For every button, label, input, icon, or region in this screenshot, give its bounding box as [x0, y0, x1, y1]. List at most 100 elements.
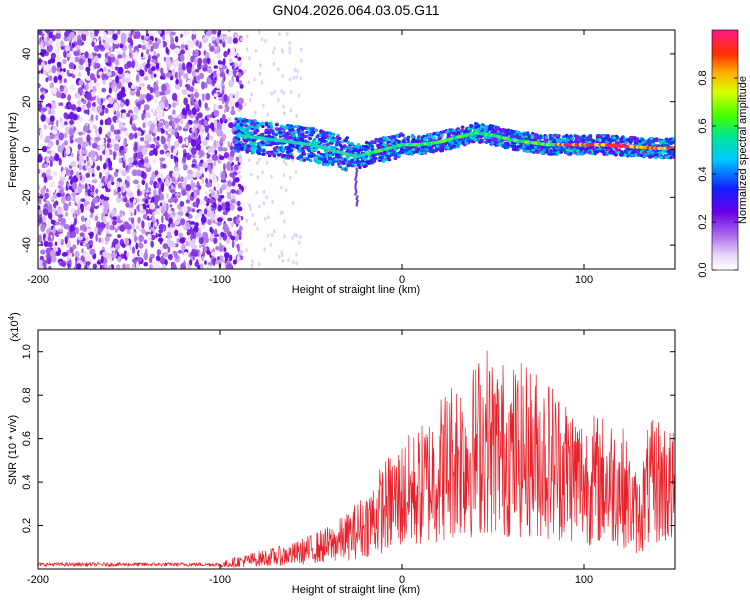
spectrogram-cell [76, 38, 83, 46]
spectrogram-cell [68, 128, 74, 137]
spectrogram-cell [238, 257, 241, 262]
spectrogram-cell [282, 91, 286, 96]
spectrogram-cell [131, 258, 137, 263]
spectrogram-cell [297, 156, 301, 160]
spectrogram-cell [38, 30, 43, 36]
spectrogram-cell [166, 193, 169, 199]
spectrogram-cell [219, 255, 223, 264]
spectrogram-cell [288, 144, 292, 148]
spectrogram-cell [229, 93, 234, 98]
spectrogram-cell [124, 238, 130, 247]
spectrogram-cell [50, 101, 57, 110]
spectrogram-cell [185, 221, 190, 228]
spectrogram-cell [234, 117, 239, 121]
spectrogram-cell [261, 170, 264, 175]
spectrogram-cell [588, 134, 593, 138]
spectrogram-cell [222, 147, 228, 152]
spectrogram-cell [77, 30, 83, 35]
spectrogram-cell [510, 135, 515, 139]
spectrogram-cell [83, 109, 90, 114]
spectrogram-cell [251, 138, 255, 142]
spectrogram-cell [289, 90, 293, 95]
spectrogram-cell [216, 68, 221, 77]
spectrogram-cell [243, 127, 247, 131]
spectrogram-cell [101, 87, 106, 93]
spectrogram-cell [237, 231, 242, 237]
spectrogram-cell [204, 102, 208, 109]
spectrogram-cell [527, 134, 531, 138]
spectrogram-cell [370, 147, 375, 152]
spectrogram-cell [58, 132, 64, 141]
spectrogram-cell [629, 136, 633, 140]
spectrogram-cell [270, 129, 275, 134]
spectrogram-cell [238, 117, 242, 121]
spectrogram-cell [155, 90, 160, 98]
spectrogram-cell [213, 175, 217, 185]
spectrogram-cell [256, 160, 259, 165]
spectrogram-cell [619, 153, 624, 157]
spectrogram-cell [98, 237, 102, 243]
spectrogram-cell [72, 244, 77, 250]
spectrogram-cell [66, 231, 71, 239]
spectrogram-cell [274, 156, 278, 161]
spectrogram-cell [194, 134, 198, 140]
spectrogram-cell [177, 177, 180, 182]
spectrogram-cell [368, 155, 373, 159]
spectrogram-cell [249, 205, 252, 210]
spectrogram-cell [91, 185, 95, 192]
spectrogram-cell [288, 50, 292, 55]
spectrogram-cell [238, 97, 244, 105]
spectrogram-cell [63, 112, 68, 119]
spectrogram-cell [49, 182, 53, 188]
spectrogram-cell [238, 68, 242, 73]
spectrogram-cell [70, 84, 76, 92]
spectrogram-cell [167, 114, 173, 120]
spectrogram-cell [256, 226, 259, 231]
spectrogram-cell [265, 195, 269, 200]
spectrogram-cell [202, 200, 207, 205]
spectrogram-cell [315, 135, 320, 139]
spectrogram-cell [349, 142, 354, 146]
spectrogram-cell [80, 205, 84, 213]
spectrogram-cell [41, 107, 47, 112]
spectrogram-cell [51, 129, 58, 135]
spectrogram-cell [47, 44, 53, 53]
spectrogram-cell [118, 122, 124, 129]
spectrogram-cell [159, 149, 165, 155]
spectrogram-cell [206, 68, 213, 73]
spectrogram-cell [294, 170, 298, 175]
spectrogram-cell [240, 146, 244, 150]
spectrogram-cell [240, 37, 243, 42]
spectrogram-cell [236, 200, 241, 207]
spectrogram-cell [296, 69, 300, 74]
spectrogram-cell [45, 77, 49, 83]
spectrogram-cell [212, 257, 216, 267]
spectrogram-cell [87, 161, 90, 167]
spectrogram-cell [230, 221, 234, 228]
spectrogram-cell [98, 126, 103, 135]
spectrogram-cell [136, 261, 139, 269]
spectrogram-cell [638, 139, 642, 143]
spectrogram-cell [324, 152, 329, 156]
spectrogram-cell [305, 130, 309, 134]
spectrogram-cell [49, 115, 55, 122]
spectrogram-cell [479, 125, 484, 129]
spectrogram-cell [185, 103, 190, 112]
spectrogram-cell [119, 91, 124, 96]
spectrogram-cell [195, 116, 199, 122]
spectrogram-cell [214, 149, 218, 155]
spectrogram-cell [157, 30, 162, 35]
spectrogram-cell [379, 137, 383, 141]
spectrogram-cell [51, 109, 55, 115]
spectrogram-cell [158, 224, 165, 231]
spectrogram-cell [284, 162, 288, 167]
spectrogram-cell [155, 208, 161, 216]
spectrogram-cell [267, 215, 270, 220]
spectrogram-cell [174, 192, 181, 197]
spectrogram-cell [155, 37, 158, 42]
spectrogram-cell [196, 214, 202, 218]
spectrogram-cell [138, 250, 143, 257]
spectrogram-cell [125, 202, 129, 208]
spectrogram-cell [316, 140, 321, 144]
spectrogram-cell [62, 68, 66, 73]
